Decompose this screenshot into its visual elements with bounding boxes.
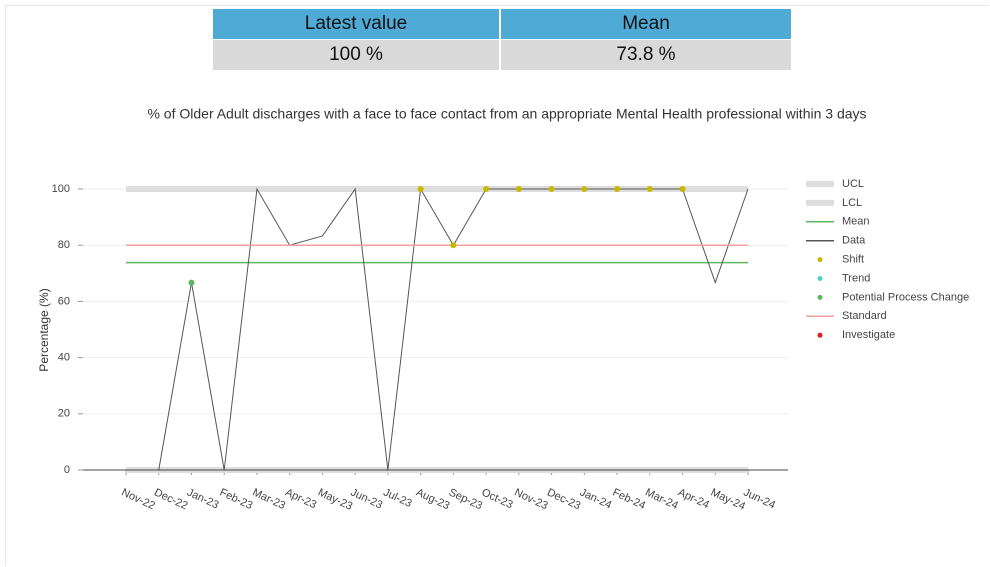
legend-label: Standard (842, 310, 887, 322)
legend-label: Mean (842, 216, 870, 228)
marker (646, 186, 653, 192)
value-cell: 73.8 % (501, 40, 791, 70)
y-tick-label: 100 (52, 183, 70, 195)
marker (450, 242, 457, 249)
x-tick-label: Jan-23 (185, 486, 221, 511)
marker (679, 186, 686, 192)
legend-label: Investigate (842, 329, 895, 341)
x-tick-label: Dec-23 (545, 486, 582, 512)
x-tick-label: Oct-23 (480, 486, 515, 511)
y-tick-label: 0 (64, 464, 70, 476)
y-tick-label: 20 (58, 408, 70, 420)
legend-label: Trend (842, 272, 870, 284)
x-tick-label: Mar-24 (643, 486, 680, 512)
x-tick-label: Jan-24 (578, 486, 614, 511)
marker (417, 186, 424, 192)
chart-title: % of Older Adult discharges with a face … (147, 106, 866, 122)
x-tick-label: Apr-23 (283, 486, 318, 511)
x-tick-label: Jun-23 (349, 486, 385, 511)
x-tick-label: Sep-23 (447, 486, 484, 512)
legend-label: UCL (842, 178, 864, 190)
x-tick-label: Nov-23 (512, 486, 549, 512)
x-tick-label: Jul-23 (381, 486, 413, 510)
x-tick-label: Jun-24 (742, 486, 778, 511)
x-tick-label: Apr-24 (676, 486, 711, 511)
marker (515, 186, 522, 192)
header-cell: Mean (501, 9, 791, 39)
x-tick-label: May-24 (709, 486, 747, 512)
legend-swatch (817, 294, 823, 300)
frame (5, 5, 989, 566)
legend-swatch (817, 276, 823, 281)
marker (188, 279, 195, 286)
x-tick-label: Nov-22 (120, 486, 157, 512)
legend-label: Data (842, 235, 866, 247)
summary-table: Latest value Mean 100 % 73.8 % (213, 9, 791, 70)
y-tick-label: 80 (58, 239, 70, 251)
marker (581, 186, 588, 192)
legend-swatch (817, 332, 823, 338)
x-tick-label: Feb-23 (218, 486, 255, 512)
x-tick-label: Dec-22 (152, 486, 189, 512)
marker (614, 186, 621, 192)
value-cell: 100 % (213, 40, 499, 70)
y-tick-label: 40 (58, 352, 70, 364)
legend-label: Shift (842, 254, 864, 266)
x-tick-label: May-23 (316, 486, 354, 512)
legend-label: LCL (842, 197, 862, 209)
x-tick-label: Mar-23 (250, 486, 287, 512)
legend-label: Potential Process Change (842, 291, 969, 303)
header-cell: Latest value (213, 9, 499, 39)
x-tick-label: Aug-23 (414, 486, 451, 512)
y-axis-label: Percentage (%) (37, 288, 51, 371)
x-tick-label: Feb-24 (611, 486, 648, 512)
marker (483, 186, 490, 192)
series-line (126, 187, 749, 471)
legend-swatch (817, 257, 823, 263)
y-tick-label: 60 (58, 295, 70, 307)
marker (548, 186, 555, 192)
